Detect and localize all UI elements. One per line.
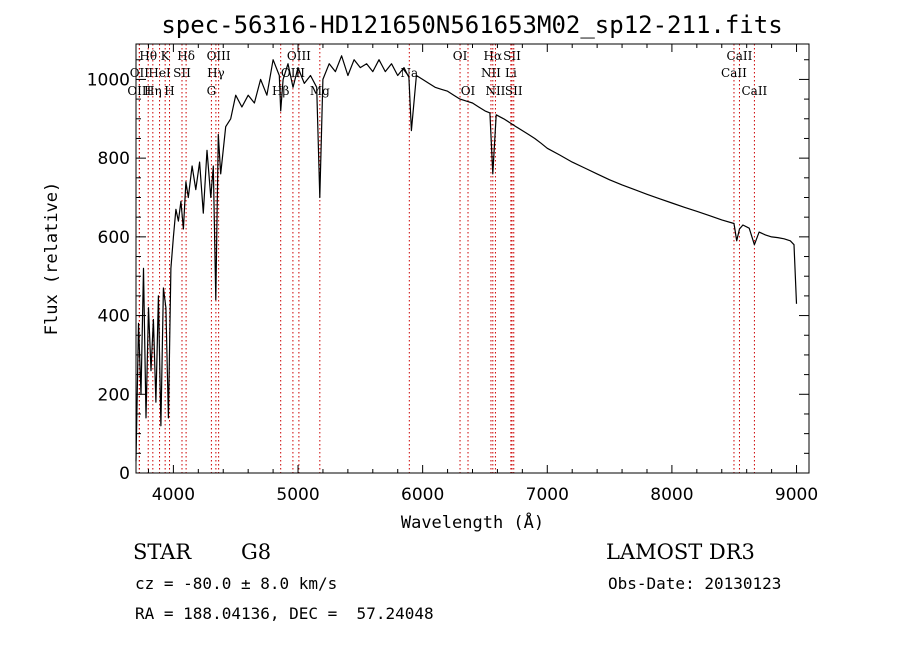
- x-tick-label: 6000: [401, 485, 444, 505]
- marker-label: Hβ: [272, 84, 289, 98]
- chart-title: spec-56316-HD121650N561653M02_sp12-211.f…: [161, 11, 782, 39]
- marker-label: OIII: [127, 84, 151, 98]
- marker-label: OI: [453, 49, 468, 63]
- marker-label: Hγ: [207, 66, 225, 80]
- y-tick-label: 800: [98, 149, 130, 169]
- marker-label: G: [207, 84, 217, 98]
- x-tick-label: 9000: [775, 485, 818, 505]
- marker-label: HeI: [148, 66, 171, 80]
- marker-label: NII: [481, 66, 501, 80]
- y-tick-label: 1000: [87, 70, 130, 90]
- x-tick-label: 7000: [526, 485, 569, 505]
- marker-label: NII: [485, 84, 505, 98]
- x-axis-label: Wavelength (Å): [401, 511, 544, 533]
- spectrum-line: [135, 55, 798, 462]
- coordinates: RA = 188.04136, DEC = 57.24048: [135, 604, 434, 623]
- marker-label: Li: [505, 66, 517, 80]
- y-tick-label: 0: [119, 464, 130, 484]
- axis-ticks: 4000 5000 6000 7000 8000 9000 0 200 400 600 800 100…: [87, 44, 818, 505]
- plot-frame: [135, 43, 810, 474]
- marker-label: OIII: [207, 49, 231, 63]
- survey-name: LAMOST DR3: [606, 540, 755, 564]
- marker-label: K: [161, 49, 171, 63]
- y-tick-label: 200: [98, 385, 130, 405]
- marker-label: SII: [503, 49, 521, 63]
- marker-label: CaII: [721, 66, 747, 80]
- x-tick-label: 8000: [650, 485, 693, 505]
- observation-date: Obs-Date: 20130123: [608, 574, 782, 593]
- y-tick-label: 400: [98, 307, 130, 327]
- spectral-subclass: G8: [241, 540, 272, 564]
- marker-label: H: [164, 84, 174, 98]
- x-tick-label: 5000: [276, 485, 319, 505]
- marker-label: Hη: [144, 84, 162, 98]
- marker-label: Hθ: [139, 49, 157, 63]
- marker-label: CaII: [727, 49, 753, 63]
- marker-label: SII: [505, 84, 523, 98]
- y-tick-label: 600: [98, 228, 130, 248]
- marker-label: Hδ: [177, 49, 195, 63]
- marker-label: Hα: [484, 49, 503, 63]
- marker-label: CaII: [741, 84, 767, 98]
- object-type: STAR: [133, 540, 192, 564]
- marker-label: SII: [173, 66, 191, 80]
- y-axis-label: Flux (relative): [42, 182, 62, 336]
- plot-area: [135, 55, 798, 462]
- redshift-value: cz = -80.0 ± 8.0 km/s: [135, 574, 338, 593]
- marker-label: OI: [461, 84, 476, 98]
- marker-label: OIII: [287, 49, 311, 63]
- marker-label: Mg: [310, 84, 330, 98]
- x-tick-label: 4000: [152, 485, 195, 505]
